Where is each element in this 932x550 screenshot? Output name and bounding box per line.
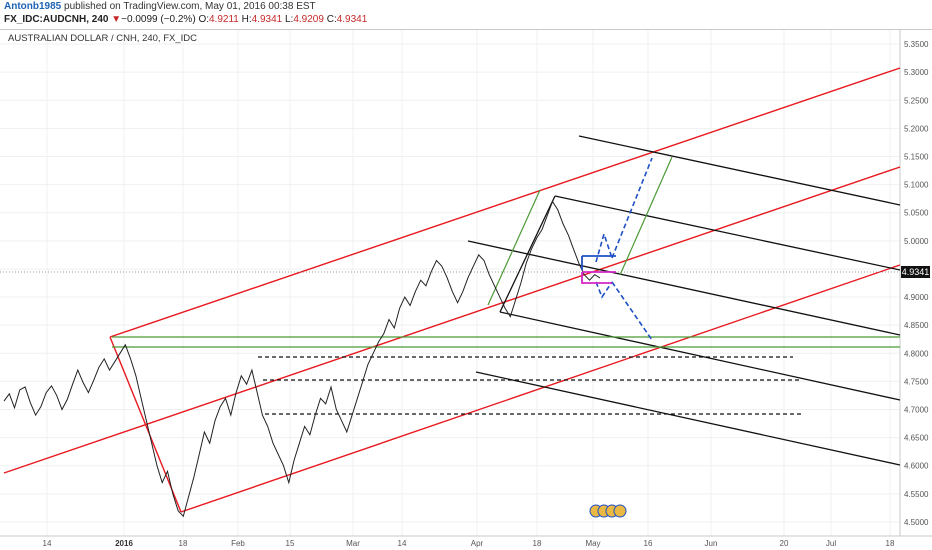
time-tick-label: 15: [286, 539, 295, 548]
time-tick-label: Jul: [826, 539, 836, 548]
dashed-levels[interactable]: [258, 356, 803, 415]
price-tick-label: 4.7000: [904, 406, 929, 415]
red-pitchfork-lower-line[interactable]: [180, 264, 901, 513]
red-pitchfork-upper-line[interactable]: [109, 67, 901, 338]
green-channel-left[interactable]: [487, 189, 541, 306]
price-tick-label: 4.7500: [904, 377, 929, 386]
black-pitchfork-upper-line[interactable]: [578, 135, 901, 206]
time-tick-label: 2016: [115, 539, 133, 548]
time-tick-label: 18: [533, 539, 542, 548]
low-label: L:: [285, 14, 294, 25]
price-tick-label: 4.5000: [904, 518, 929, 527]
time-axis[interactable]: 14 2016 18 Feb 15 Mar 14 Apr 18 May 16 Jun 20 Jul 18: [43, 539, 895, 548]
red-pitchfork-handle-1[interactable]: [109, 336, 182, 513]
price-tick-label: 4.6500: [904, 434, 929, 443]
plot-area[interactable]: [0, 30, 900, 536]
price-series-line[interactable]: [3, 200, 601, 518]
close-value: 4.9341: [336, 14, 368, 25]
price-axis[interactable]: 5.3500 5.3000 5.2500 5.2000 5.1500 5.1000 5.05…: [904, 40, 929, 527]
price-tick-label: 4.8000: [904, 349, 929, 358]
change-value: −0.0099 (−0.2%): [121, 14, 196, 25]
price-tick-label: 5.3500: [904, 40, 929, 49]
time-tick-label: 18: [886, 539, 895, 548]
last-price-tag: 4.9341: [901, 266, 930, 278]
red-pitchfork[interactable]: [3, 67, 901, 513]
price-tick-label: 5.0500: [904, 209, 929, 218]
price-tick-label: 4.5500: [904, 490, 929, 499]
ohlc-legend: FX_IDC:AUDCNH, 240 ▼−0.0099 (−0.2%) O:4.…: [4, 14, 367, 25]
publish-info: Antonb1985 published on TradingView.com,…: [4, 1, 316, 12]
chart-title: AUSTRALIAN DOLLAR / CNH, 240, FX_IDC: [8, 33, 197, 44]
blue-projection-down[interactable]: [611, 281, 653, 341]
low-value: 4.9209: [293, 14, 324, 25]
price-tick-label: 5.1000: [904, 181, 929, 190]
magenta-box[interactable]: [581, 271, 616, 284]
chart-frame[interactable]: [0, 29, 932, 550]
magenta-box-side[interactable]: [581, 272, 612, 284]
time-tick-label: 14: [43, 539, 52, 548]
black-pitchfork-line-4[interactable]: [499, 311, 901, 401]
time-tick-label: 16: [644, 539, 653, 548]
open-value: 4.9211: [209, 14, 239, 25]
time-tick-label: 20: [780, 539, 789, 548]
black-pitchfork-handle[interactable]: [499, 195, 556, 313]
symbol-label: FX_IDC:AUDCNH, 240: [4, 14, 109, 25]
time-tick-label: Apr: [471, 539, 484, 548]
high-value: 4.9341: [251, 14, 283, 25]
red-pitchfork-median-line[interactable]: [3, 166, 901, 474]
black-pitchfork[interactable]: [467, 135, 901, 466]
author-link[interactable]: Antonb1985: [4, 1, 62, 12]
green-channel[interactable]: [112, 156, 900, 348]
price-tick-label: 4.8500: [904, 321, 929, 330]
blue-zigzag-down[interactable]: [595, 281, 613, 299]
price-tick-label: 4.6000: [904, 462, 929, 471]
time-tick-label: May: [585, 539, 600, 548]
time-tick-label: 14: [398, 539, 407, 548]
high-label: H:: [241, 14, 252, 25]
green-channel-right[interactable]: [619, 156, 673, 276]
open-label: O:: [198, 14, 209, 25]
published-text: published on TradingView.com, May 01, 20…: [64, 1, 316, 12]
blue-box[interactable]: [581, 255, 616, 270]
change-down-icon: ▼: [111, 14, 122, 25]
price-tick-label: 5.2500: [904, 96, 929, 105]
black-pitchfork-lower-line[interactable]: [475, 371, 901, 466]
event-markers[interactable]: [589, 504, 627, 518]
grid: [0, 30, 900, 536]
price-tick-label: 5.0000: [904, 237, 929, 246]
price-tick-label: 5.1500: [904, 153, 929, 162]
price-tick-label: 4.9000: [904, 293, 929, 302]
time-tick-label: 18: [179, 539, 188, 548]
price-tick-label: 5.2000: [904, 124, 929, 133]
black-pitchfork-line-3[interactable]: [467, 240, 901, 336]
close-label: C:: [326, 14, 337, 25]
price-tick-label: 5.3000: [904, 68, 929, 77]
event-marker-4[interactable]: [613, 504, 627, 518]
time-tick-label: Feb: [231, 539, 245, 548]
time-tick-label: Jun: [705, 539, 718, 548]
black-pitchfork-line-2[interactable]: [554, 195, 901, 271]
blue-projection[interactable]: [595, 157, 653, 341]
blue-zigzag-up[interactable]: [595, 231, 613, 263]
time-tick-label: Mar: [346, 539, 360, 548]
blue-projection-up[interactable]: [611, 157, 653, 259]
